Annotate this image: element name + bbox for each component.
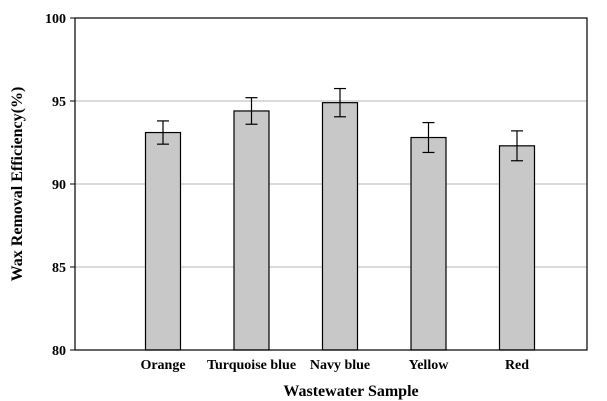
y-tick-label: 90 xyxy=(52,178,66,193)
bar-turquoise-blue xyxy=(233,110,270,351)
error-bar xyxy=(245,97,258,125)
y-axis-ticks: 80 85 90 95 100 xyxy=(45,12,75,359)
y-tick-label: 85 xyxy=(52,261,66,276)
x-tick-label: Navy blue xyxy=(310,358,370,373)
error-bar xyxy=(511,130,523,162)
x-axis-title: Wastewater Sample xyxy=(283,383,418,400)
y-tick-label: 100 xyxy=(45,12,66,27)
bar-navy-blue xyxy=(321,102,359,351)
error-bar xyxy=(157,120,169,145)
bar-red xyxy=(498,145,536,351)
x-axis-labels: Orange Turquoise blue Navy blue Yellow Red xyxy=(140,358,529,373)
x-tick-label: Yellow xyxy=(409,358,450,373)
y-tick-label: 80 xyxy=(52,344,66,359)
y-axis-title: Wax Removal Efficiency(%) xyxy=(9,87,26,282)
bar-yellow xyxy=(410,136,447,351)
y-tick-label: 95 xyxy=(52,95,66,110)
error-bar xyxy=(422,121,435,154)
x-tick-label: Red xyxy=(505,358,529,373)
x-tick-label: Turquoise blue xyxy=(207,358,296,373)
error-bars xyxy=(157,87,523,162)
bar-orange xyxy=(144,131,182,351)
error-bar xyxy=(334,87,346,118)
bars xyxy=(144,102,536,351)
x-tick-label: Orange xyxy=(140,358,185,373)
